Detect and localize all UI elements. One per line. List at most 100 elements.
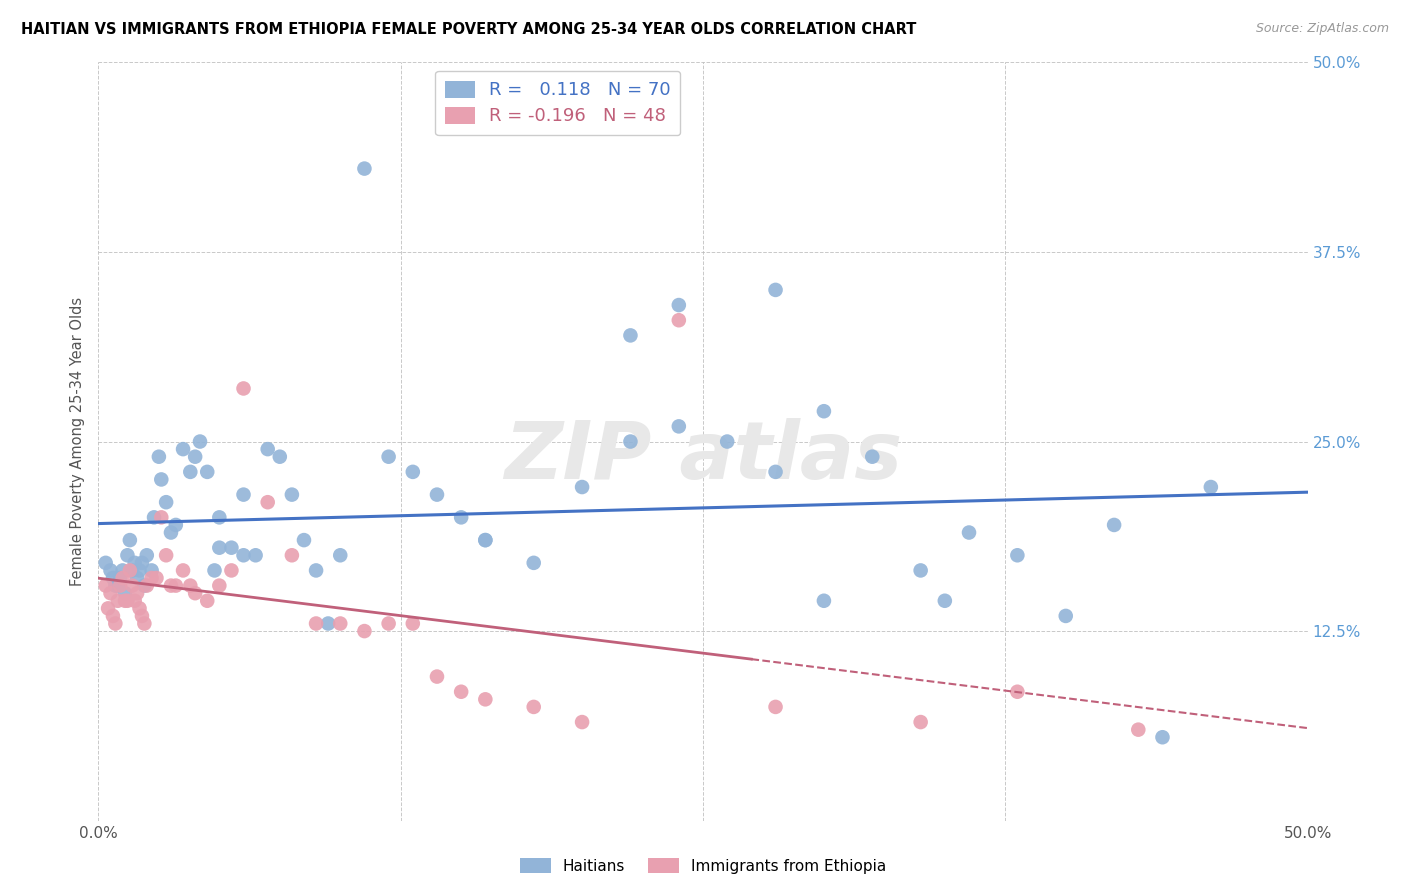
Point — [108, 579, 131, 593]
Point — [523, 699, 546, 714]
Point — [204, 564, 226, 578]
Point — [377, 616, 399, 631]
Point — [124, 556, 146, 570]
Point — [957, 525, 980, 540]
Point — [1007, 685, 1029, 699]
Point — [131, 556, 153, 570]
Legend: Haitians, Immigrants from Ethiopia: Haitians, Immigrants from Ethiopia — [513, 852, 893, 880]
Point — [353, 624, 375, 639]
Point — [402, 616, 425, 631]
Point — [107, 579, 129, 593]
Point — [305, 616, 328, 631]
Point — [101, 608, 124, 623]
Point — [165, 517, 187, 532]
Point — [619, 434, 641, 449]
Point — [107, 594, 129, 608]
Point — [934, 594, 956, 608]
Point — [195, 465, 218, 479]
Point — [135, 548, 157, 563]
Point — [117, 548, 139, 563]
Point — [426, 669, 449, 683]
Point — [305, 564, 328, 578]
Point — [101, 571, 124, 585]
Point — [716, 434, 738, 449]
Point — [353, 161, 375, 176]
Point — [150, 473, 173, 487]
Point — [765, 283, 787, 297]
Point — [474, 533, 496, 548]
Point — [100, 564, 122, 578]
Point — [134, 616, 156, 631]
Point — [426, 487, 449, 501]
Point — [474, 533, 496, 548]
Point — [910, 564, 932, 578]
Text: HAITIAN VS IMMIGRANTS FROM ETHIOPIA FEMALE POVERTY AMONG 25-34 YEAR OLDS CORRELA: HAITIAN VS IMMIGRANTS FROM ETHIOPIA FEMA… — [21, 22, 917, 37]
Point — [256, 495, 278, 509]
Point — [329, 616, 352, 631]
Point — [523, 556, 546, 570]
Point — [208, 541, 231, 555]
Point — [668, 313, 690, 327]
Point — [148, 450, 170, 464]
Point — [668, 419, 690, 434]
Point — [813, 594, 835, 608]
Point — [114, 586, 136, 600]
Point — [145, 571, 167, 585]
Point — [141, 571, 163, 585]
Point — [135, 579, 157, 593]
Point — [256, 442, 278, 457]
Y-axis label: Female Poverty Among 25-34 Year Olds: Female Poverty Among 25-34 Year Olds — [70, 297, 86, 586]
Point — [143, 510, 166, 524]
Point — [208, 510, 231, 524]
Point — [155, 548, 177, 563]
Text: Source: ZipAtlas.com: Source: ZipAtlas.com — [1256, 22, 1389, 36]
Point — [128, 564, 150, 578]
Point — [104, 579, 127, 593]
Point — [813, 404, 835, 418]
Point — [111, 564, 134, 578]
Point — [402, 465, 425, 479]
Point — [121, 579, 143, 593]
Point — [111, 571, 134, 585]
Point — [245, 548, 267, 563]
Point — [668, 298, 690, 312]
Point — [1152, 730, 1174, 744]
Point — [474, 692, 496, 706]
Point — [269, 450, 291, 464]
Point — [910, 715, 932, 730]
Point — [450, 685, 472, 699]
Point — [184, 586, 207, 600]
Point — [118, 533, 141, 548]
Point — [232, 548, 254, 563]
Point — [160, 525, 183, 540]
Point — [179, 579, 201, 593]
Point — [316, 616, 339, 631]
Point — [150, 510, 173, 524]
Point — [571, 715, 593, 730]
Point — [141, 564, 163, 578]
Point — [765, 699, 787, 714]
Point — [108, 571, 131, 585]
Point — [292, 533, 315, 548]
Point — [165, 579, 187, 593]
Point — [571, 480, 593, 494]
Point — [619, 328, 641, 343]
Point — [117, 594, 139, 608]
Point — [179, 465, 201, 479]
Point — [195, 594, 218, 608]
Point — [765, 465, 787, 479]
Point — [127, 586, 149, 600]
Point — [329, 548, 352, 563]
Point — [1007, 548, 1029, 563]
Point — [118, 564, 141, 578]
Legend: R =   0.118   N = 70, R = -0.196   N = 48: R = 0.118 N = 70, R = -0.196 N = 48 — [436, 70, 681, 136]
Point — [1199, 480, 1222, 494]
Point — [1054, 608, 1077, 623]
Point — [124, 594, 146, 608]
Point — [131, 608, 153, 623]
Point — [127, 571, 149, 585]
Point — [134, 579, 156, 593]
Point — [450, 510, 472, 524]
Point — [114, 594, 136, 608]
Point — [160, 579, 183, 593]
